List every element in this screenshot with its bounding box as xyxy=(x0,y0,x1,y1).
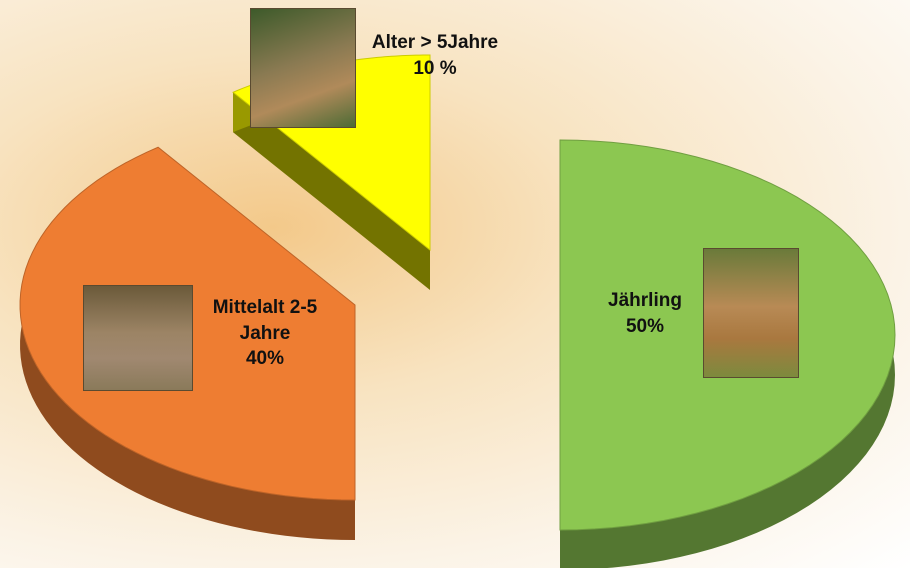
value-label: 50% xyxy=(600,314,690,340)
chart: Jährling50% Mittelalt 2-5 Jahre40% Alter >… xyxy=(0,0,910,568)
value-label: 40% xyxy=(200,346,330,372)
deer-photo xyxy=(83,285,193,391)
value-label: 10 % xyxy=(360,56,510,82)
deer-photo xyxy=(250,8,356,128)
deer-photo xyxy=(703,248,799,378)
category-label: Alter > 5Jahre xyxy=(360,30,510,56)
category-label: Mittelalt 2-5 Jahre xyxy=(200,295,330,346)
category-label: Jährling xyxy=(600,288,690,314)
